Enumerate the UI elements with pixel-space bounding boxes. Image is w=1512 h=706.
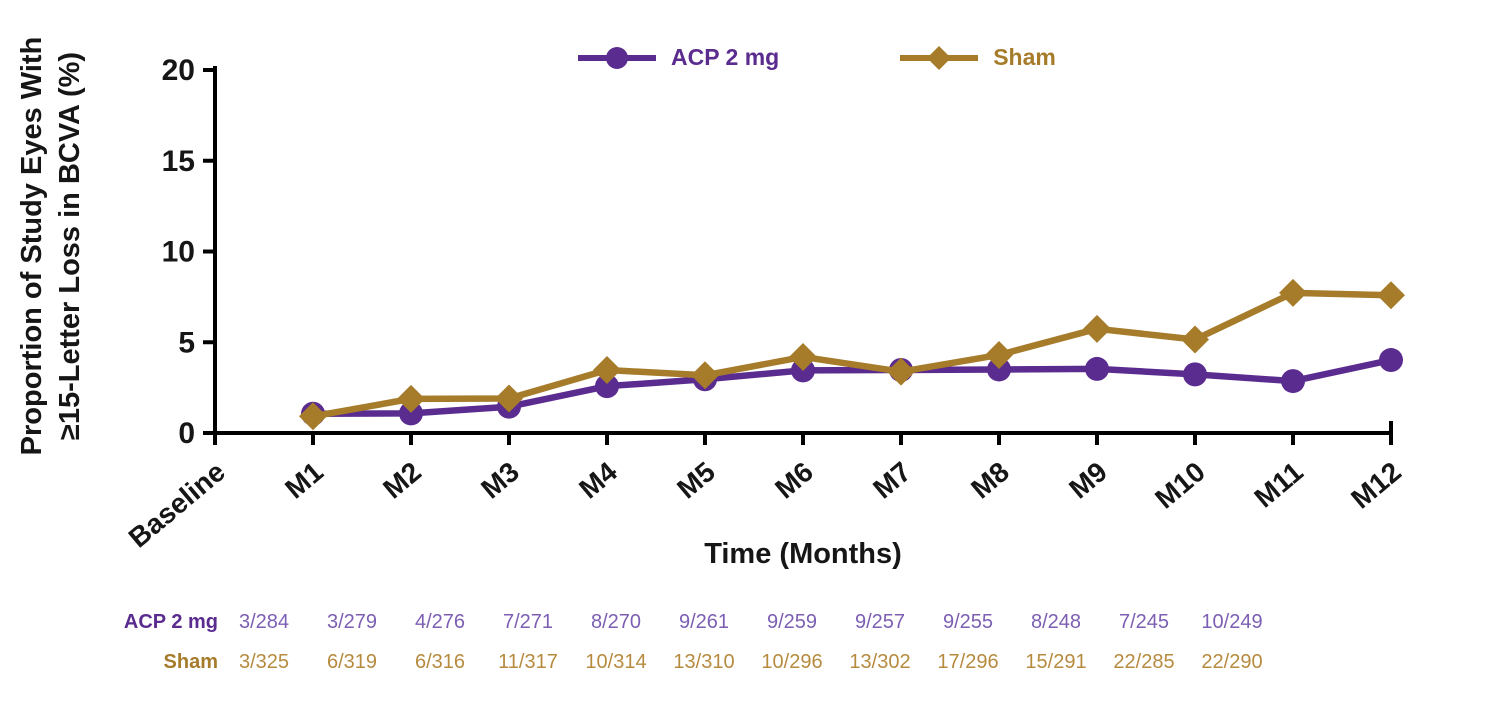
acp-line-circle-marker-icon: [578, 46, 656, 69]
x-tick-label: M10: [1149, 456, 1211, 515]
x-tick-label: M7: [867, 456, 917, 505]
legend-label-sham: Sham: [993, 44, 1056, 70]
table-cell: 8/248: [1030, 610, 1082, 633]
table-row-label: Sham: [163, 650, 218, 673]
legend: ACP 2 mg Sham: [575, 44, 1056, 71]
data-point-circle: [1183, 362, 1207, 387]
data-point-diamond: [1377, 281, 1405, 310]
series-line-0: [309, 356, 1395, 418]
table-cell: 3/325: [238, 650, 290, 673]
x-tick-label: M2: [377, 456, 427, 505]
x-tick-label: M11: [1248, 456, 1308, 514]
data-point-circle: [1085, 356, 1109, 381]
data-point-diamond: [299, 402, 327, 431]
x-tick-label: M9: [1063, 456, 1113, 505]
x-tick-label: M3: [475, 456, 525, 505]
table-cell: 13/302: [849, 650, 911, 673]
legend-label-acp: ACP 2 mg: [671, 44, 780, 70]
table-cell: 6/316: [414, 650, 466, 673]
table-cell: 22/285: [1113, 650, 1175, 673]
table-cell: 3/284: [238, 610, 290, 633]
table-cell: 13/310: [673, 650, 735, 673]
data-point-circle: [1281, 369, 1305, 394]
table-cell: 10/314: [585, 650, 647, 673]
table-cell: 22/290: [1201, 650, 1263, 673]
data-point-diamond: [887, 357, 915, 386]
table-cell: 7/271: [502, 610, 554, 633]
data-point-diamond: [593, 356, 621, 385]
table-cell: 9/261: [678, 610, 730, 633]
data-point-circle: [595, 374, 619, 399]
table-cell: 11/317: [498, 650, 558, 673]
x-tick-label: M8: [965, 456, 1015, 505]
data-point-diamond: [397, 384, 425, 413]
legend-item-acp: ACP 2 mg: [575, 44, 779, 71]
x-axis-title: Time (Months): [704, 538, 902, 570]
data-point-diamond: [1181, 325, 1209, 354]
sham-line-diamond-marker-icon: [900, 45, 979, 70]
data-point-circle: [987, 357, 1011, 382]
y-tick-label: 20: [162, 54, 195, 87]
table-cell: 3/279: [326, 610, 378, 633]
x-tick-label: M1: [279, 456, 329, 505]
counts-table: ACP 2 mg 3/284 3/279 4/276 7/271 8/270 9/261 9/…: [0, 602, 1276, 682]
data-point-diamond: [1083, 314, 1111, 343]
table-cell: 6/319: [326, 650, 378, 673]
table-cell: 4/276: [414, 610, 466, 633]
x-tick-label: M4: [573, 456, 623, 505]
x-tick-label: M12: [1345, 456, 1407, 515]
table-cell: 9/257: [854, 610, 906, 633]
series-line-1: [309, 289, 1395, 420]
y-tick-label: 0: [178, 417, 195, 450]
y-tick-label: 15: [162, 145, 195, 178]
data-point-diamond: [1279, 278, 1307, 307]
table-cell: 9/255: [942, 610, 994, 633]
legend-item-sham: Sham: [897, 44, 1056, 71]
table-cell: 10/296: [761, 650, 823, 673]
x-tick-label: M5: [671, 456, 721, 505]
data-point-diamond: [789, 342, 817, 371]
table-cell: 15/291: [1025, 650, 1087, 673]
table-row-label: ACP 2 mg: [123, 610, 218, 633]
data-point-circle: [1379, 348, 1403, 373]
table-cell: 10/249: [1201, 610, 1263, 633]
table-cell: 17/296: [937, 650, 999, 673]
data-point-diamond: [985, 340, 1013, 369]
table-cell: 9/259: [766, 610, 818, 633]
table-cell: 8/270: [590, 610, 642, 633]
data-point-circle: [399, 401, 423, 426]
table-cell: 7/245: [1118, 610, 1170, 633]
data-point-diamond: [691, 361, 719, 390]
x-tick-label: M6: [769, 456, 819, 505]
y-tick-label: 5: [178, 326, 195, 359]
data-point-diamond: [495, 384, 523, 413]
y-tick-label: 10: [162, 236, 195, 269]
